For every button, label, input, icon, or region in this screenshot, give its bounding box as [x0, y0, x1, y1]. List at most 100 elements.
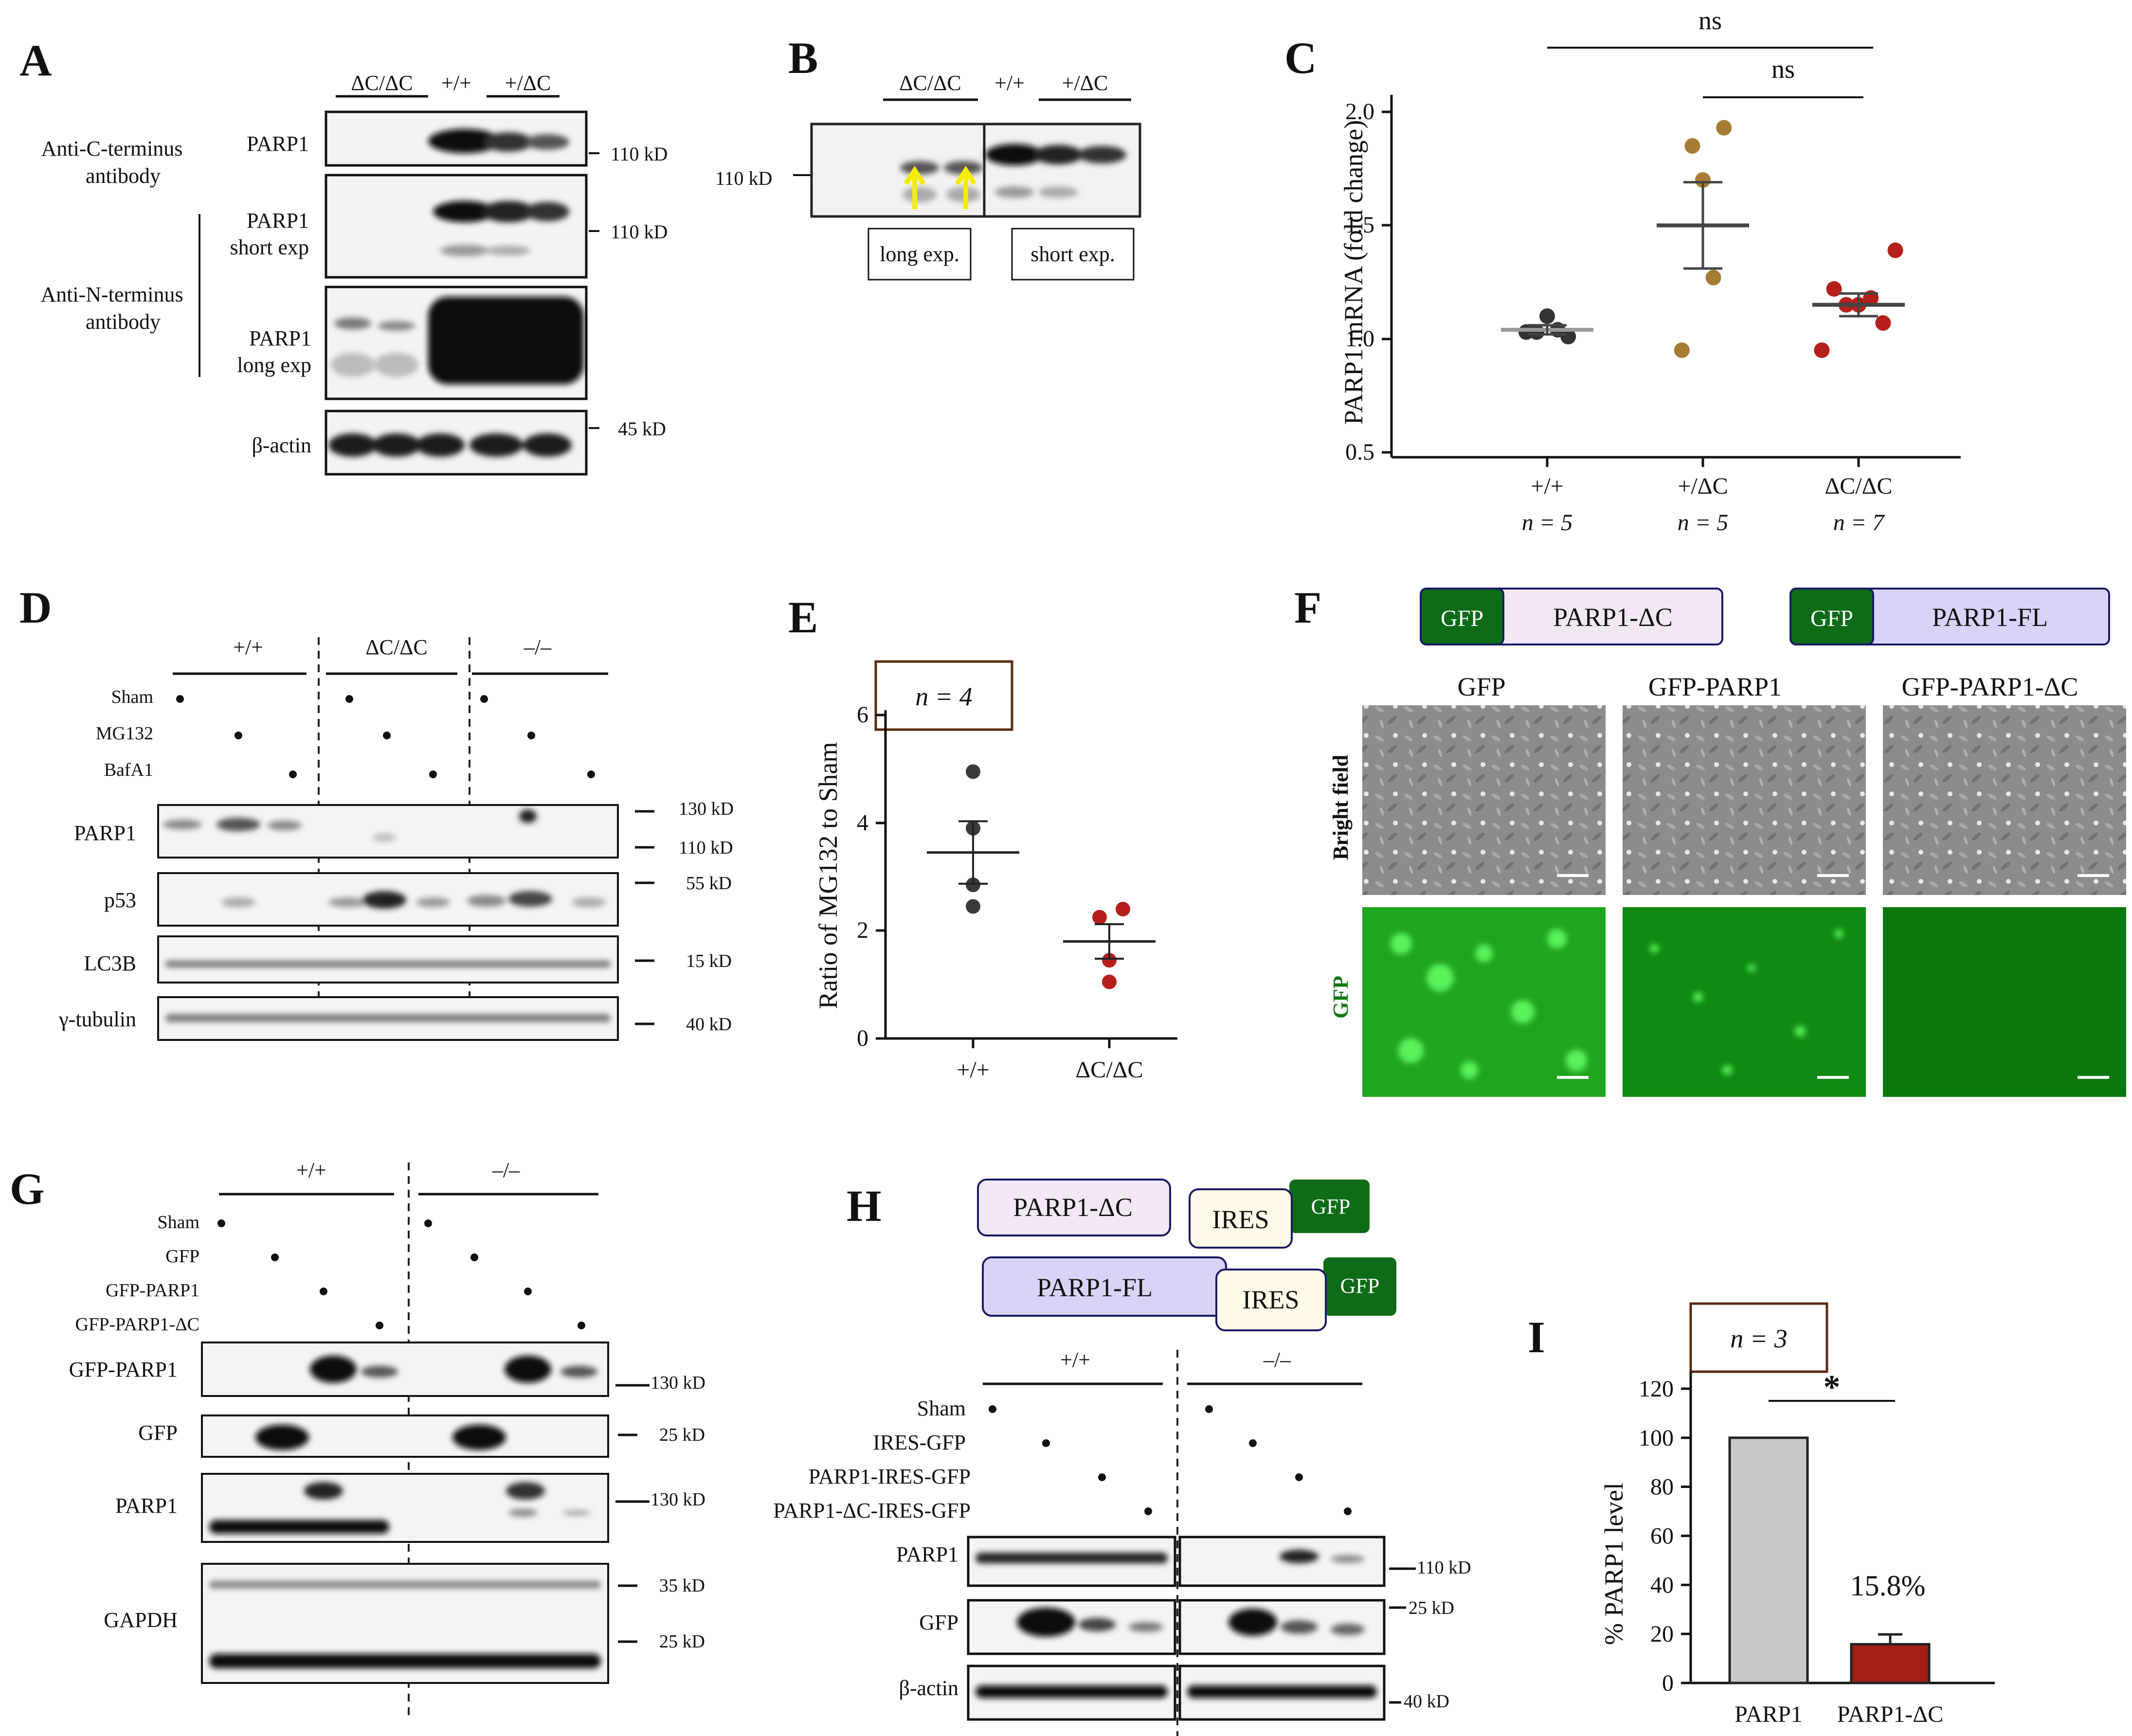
panel-a-row-2: PARP1 short exp	[230, 209, 309, 259]
panel-g-kd-2: 25 kD	[659, 1425, 705, 1445]
panel-i-ytick-label: 40	[1650, 1572, 1674, 1598]
panel-i-bar	[1728, 1436, 1809, 1684]
panel-e-point	[1116, 902, 1130, 916]
panel-c-point	[1814, 342, 1830, 358]
panel-i-ytick-label: 120	[1639, 1376, 1674, 1402]
panel-g-kd-4: 35 kD	[659, 1575, 705, 1596]
panel-g: G +/+ –/– Sham GFP GFP-PARP1 GFP-PARP1-Δ…	[10, 1158, 705, 1717]
panel-g-treatment-2: GFP	[165, 1246, 199, 1267]
panel-a: A ΔC/ΔC +/+ +/ΔC Anti-C-terminus antibody…	[19, 36, 668, 476]
panel-f-construct-1-name: PARP1-ΔC	[1553, 603, 1673, 632]
panel-d-treatment-1: Sham	[111, 687, 153, 707]
panel-d-row-2: p53	[104, 888, 136, 912]
panel-b-genotype-2: +/+	[994, 71, 1025, 95]
panel-e-point	[966, 877, 980, 893]
panel-e-point	[966, 764, 980, 779]
panel-g-row-2: GFP	[138, 1421, 178, 1445]
panel-h-construct-1-ires: IRES	[1212, 1205, 1269, 1234]
panel-c-sig-1: ns	[1698, 6, 1722, 35]
panel-h-row-2: GFP	[919, 1611, 958, 1634]
panel-h-genotype-2: –/–	[1263, 1348, 1291, 1372]
panel-c-ytick-1: 1.0	[1345, 326, 1374, 352]
panel-c-group-3: ΔC/ΔC	[1825, 473, 1892, 499]
panel-a-row-1: PARP1	[247, 132, 309, 156]
panel-d-kd-3: 55 kD	[686, 873, 732, 894]
panel-h-genotype-1: +/+	[1060, 1348, 1090, 1372]
panel-a-letter: A	[19, 36, 52, 85]
panel-f-construct-2-name: PARP1-FL	[1932, 603, 2048, 632]
panel-f-letter: F	[1294, 583, 1321, 632]
panel-b-short-label: short exp.	[1030, 242, 1115, 266]
panel-h-treatment-1: Sham	[917, 1396, 966, 1420]
panel-a-antibody-c: Anti-C-terminus antibody	[41, 137, 183, 188]
panel-h-treatment-3: PARP1-IRES-GFP	[809, 1465, 971, 1488]
panel-g-treatment-1: Sham	[157, 1212, 199, 1233]
panel-f-bright-2	[1623, 705, 1866, 895]
panel-g-kd-3: 130 kD	[650, 1489, 705, 1510]
panel-h-construct-2-name: PARP1-FL	[1037, 1273, 1153, 1302]
panel-c-point	[1518, 324, 1534, 340]
panel-a-antibody-n: Anti-N-terminus antibody	[40, 283, 183, 334]
panel-b-genotype-1: ΔC/ΔC	[899, 71, 961, 95]
panel-h-kd-3: 40 kD	[1404, 1691, 1449, 1712]
panel-c-letter: C	[1284, 33, 1317, 83]
panel-a-genotype-3: +/ΔC	[505, 71, 551, 95]
panel-d-kd-2: 110 kD	[679, 838, 733, 858]
panel-c-group-2: +/ΔC	[1678, 473, 1728, 499]
panel-c-point	[1716, 120, 1732, 136]
panel-e-group-2: ΔC/ΔC	[1075, 1057, 1143, 1083]
panel-i-ytick-label: 100	[1639, 1425, 1674, 1451]
panel-g-row-1: GFP-PARP1	[69, 1358, 178, 1381]
panel-d-kd-1: 130 kD	[679, 799, 734, 819]
panel-d-row-3: LC3B	[84, 951, 136, 975]
panel-i-n-label: n = 3	[1730, 1324, 1787, 1353]
panel-b-arrows	[903, 165, 977, 209]
panel-e: E Ratio of MG132 to Sham n = 4 0 2 4 6 +…	[788, 592, 1177, 1083]
panel-h-kd-2: 25 kD	[1409, 1598, 1454, 1618]
panel-e-point	[1102, 953, 1117, 968]
panel-c-point	[1684, 138, 1700, 154]
panel-e-group-1: +/+	[957, 1057, 989, 1083]
panel-a-genotype-1: ΔC/ΔC	[351, 71, 413, 95]
panel-h-letter: H	[847, 1181, 882, 1231]
panel-e-ytick-1: 2	[857, 917, 868, 943]
panel-d: D +/+ ΔC/ΔC –/– Sham MG132 BafA1 PARP1 p…	[19, 583, 734, 1041]
panel-g-kd-1: 130 kD	[650, 1373, 705, 1393]
panel-d-kd-5: 40 kD	[686, 1014, 732, 1035]
panel-c-ytick-3: 2.0	[1345, 99, 1374, 125]
panel-c-point	[1705, 269, 1721, 286]
panel-d-row-4: γ-tubulin	[58, 1007, 136, 1031]
panel-a-genotype-2: +/+	[441, 71, 471, 95]
panel-e-n-label: n = 4	[915, 682, 972, 711]
panel-i-ytick-label: 80	[1650, 1474, 1674, 1500]
panel-d-kd-4: 15 kD	[686, 951, 732, 971]
panel-f-column-1: GFP	[1457, 672, 1505, 701]
panel-h-construct-2-gfp: GFP	[1340, 1274, 1380, 1298]
panel-i-letter: I	[1528, 1312, 1545, 1362]
panel-f-row-1: Bright field	[1329, 755, 1353, 860]
panel-i-ylabel: % PARP1 level	[1599, 1483, 1628, 1645]
panel-c-n-1: n = 5	[1522, 510, 1572, 536]
panel-f-construct-2-gfp: GFP	[1810, 606, 1853, 631]
panel-f-column-3: GFP-PARP1-ΔC	[1902, 672, 2078, 701]
panel-h-kd-1: 110 kD	[1417, 1557, 1471, 1578]
panel-e-point	[1092, 910, 1107, 925]
panel-c: C PARP1 mRNA (fold change) 0.5 1.0 1.5 2…	[1284, 6, 1961, 536]
panel-e-ytick-0: 0	[857, 1025, 868, 1051]
panel-b-letter: B	[788, 33, 818, 83]
panel-i-category-2: PARP1-ΔC	[1837, 1701, 1944, 1727]
panel-e-ytick-3: 6	[857, 702, 868, 728]
panel-e-ytick-2: 4	[857, 810, 868, 836]
panel-c-ylabel: PARP1 mRNA (fold change)	[1339, 120, 1368, 425]
panel-g-treatment-4: GFP-PARP1-ΔC	[75, 1314, 199, 1335]
panel-i-ytick-label: 20	[1650, 1621, 1674, 1647]
panel-c-point	[1875, 315, 1891, 331]
panel-c-point	[1826, 281, 1842, 297]
panel-g-genotype-1: +/+	[296, 1158, 326, 1182]
panel-f-gfp-2	[1623, 907, 1866, 1097]
panel-c-point	[1539, 308, 1555, 324]
panel-h-treatment-4: PARP1-ΔC-IRES-GFP	[773, 1499, 971, 1522]
panel-f-construct-1-gfp: GFP	[1441, 606, 1483, 631]
panel-b-long-label: long exp.	[880, 242, 959, 266]
